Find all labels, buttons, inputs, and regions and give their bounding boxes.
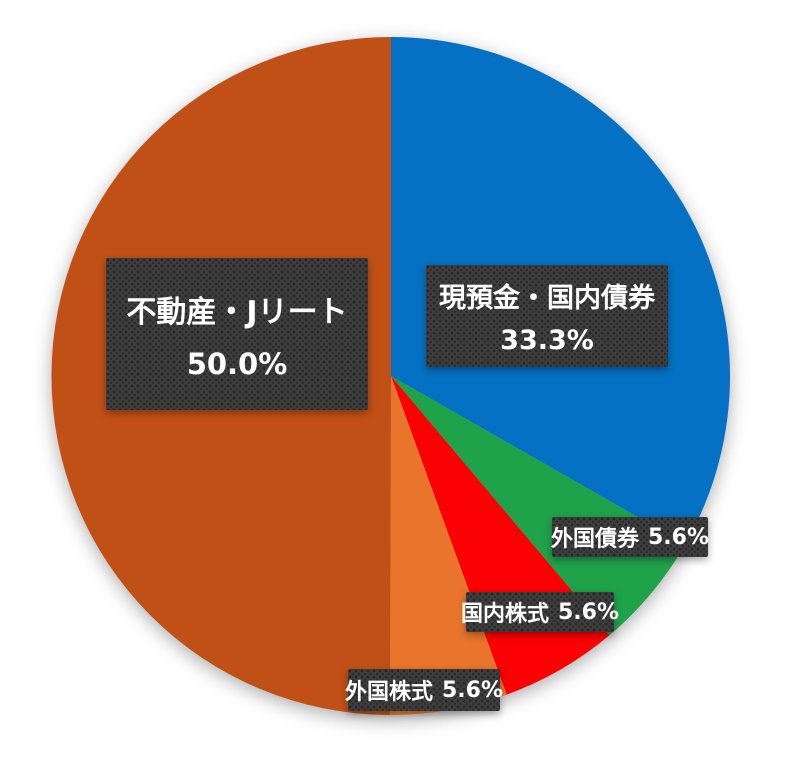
pie-slice-foreign-bonds (391, 376, 686, 636)
label-cash-domestic-bonds-name: 現預金・国内債券 (439, 283, 655, 314)
label-foreign-bonds-pct: 5.6% (648, 524, 710, 550)
label-foreign-bonds: 外国債券 5.6% (550, 517, 710, 557)
label-cash-domestic-bonds: 現預金・国内債券 33.3% (426, 265, 668, 367)
label-foreign-stocks-name: 外国株式 (344, 680, 433, 705)
label-foreign-stocks-pct: 5.6% (442, 677, 504, 703)
label-domestic-stocks-name: 国内株式 (460, 602, 549, 627)
label-domestic-stocks: 国内株式 5.6% (461, 592, 619, 632)
label-foreign-bonds-name: 外国債券 (550, 527, 639, 552)
label-real-estate-jreit-name: 不動産・Jリート (126, 295, 348, 330)
label-foreign-stocks: 外国株式 5.6% (344, 669, 504, 711)
label-real-estate-jreit-pct: 50.0% (186, 347, 288, 381)
label-domestic-stocks-pct: 5.6% (558, 599, 620, 625)
label-real-estate-jreit: 不動産・Jリート 50.0% (106, 258, 368, 410)
label-cash-domestic-bonds-pct: 33.3% (500, 325, 594, 356)
